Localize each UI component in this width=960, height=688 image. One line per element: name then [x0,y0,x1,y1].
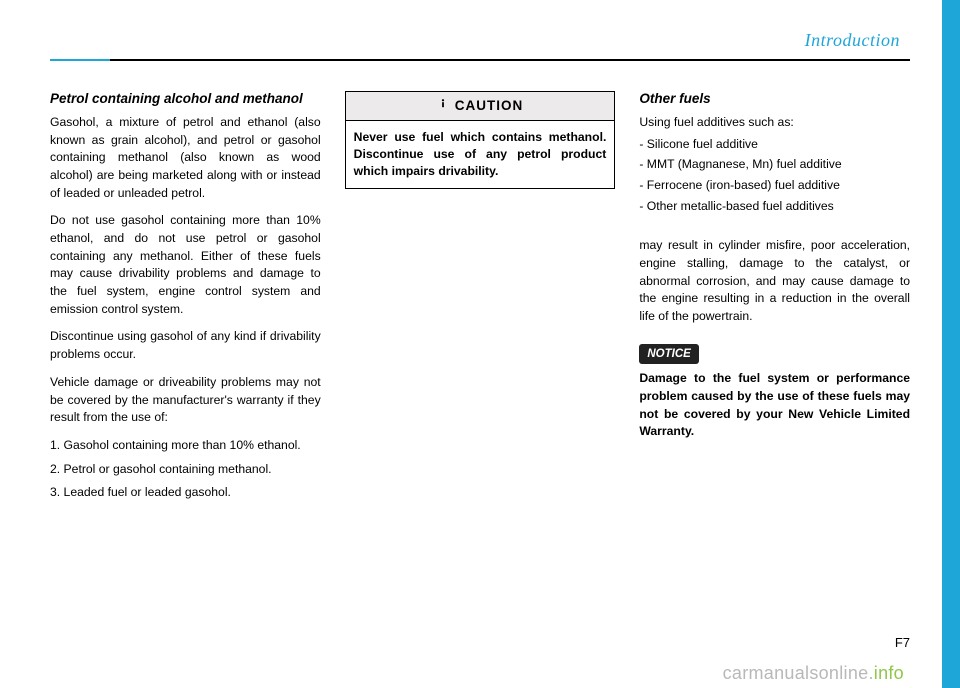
col3-b2: - MMT (Magnanese, Mn) fuel additive [639,156,910,174]
column-2: CAUTION Never use fuel which contains me… [345,91,616,508]
page-number: F7 [895,635,910,650]
col1-l1: 1. Gasohol containing more than 10% etha… [50,437,321,455]
col1-l3: 3. Leaded fuel or leaded gasohol. [50,484,321,502]
col3-b1: - Silicone fuel additive [639,136,910,154]
notice-badge: NOTICE [639,344,698,365]
column-3: Other fuels Using fuel additives such as… [639,91,910,508]
columns: Petrol containing alcohol and methanol G… [50,91,910,508]
col3-b4: - Other metallic-based fuel additives [639,198,910,216]
col3-result: may result in cylinder misfire, poor acc… [639,237,910,325]
col1-subhead: Petrol containing alcohol and methanol [50,91,321,108]
caution-icon [437,97,449,114]
rule-accent [50,59,110,61]
column-1: Petrol containing alcohol and methanol G… [50,91,321,508]
col3-intro: Using fuel additives such as: [639,114,910,132]
caution-box: CAUTION Never use fuel which contains me… [345,91,616,189]
caution-head: CAUTION [346,92,615,121]
col1-p2: Do not use gasohol containing more than … [50,212,321,318]
watermark-part1: carmanualsonline. [723,663,874,683]
section-title: Introduction [805,30,900,51]
col1-p3: Discontinue using gasohol of any kind if… [50,328,321,363]
col3-subhead: Other fuels [639,91,910,108]
col3-b3: - Ferrocene (iron-based) fuel additive [639,177,910,195]
page-content: Introduction Petrol containing alcohol a… [50,30,910,658]
side-accent-bar [942,0,960,688]
watermark: carmanualsonline.info [723,663,904,684]
col1-p4: Vehicle damage or driveability problems … [50,374,321,427]
page-header: Introduction [50,30,910,51]
rule-main [110,59,910,61]
watermark-part2: info [874,663,904,683]
notice-body: Damage to the fuel system or performance… [639,370,910,441]
caution-body: Never use fuel which contains methanol. … [346,121,615,188]
col1-l2: 2. Petrol or gasohol containing methanol… [50,461,321,479]
col1-p1: Gasohol, a mixture of petrol and ethanol… [50,114,321,202]
header-rule [50,59,910,61]
caution-label: CAUTION [455,96,524,116]
